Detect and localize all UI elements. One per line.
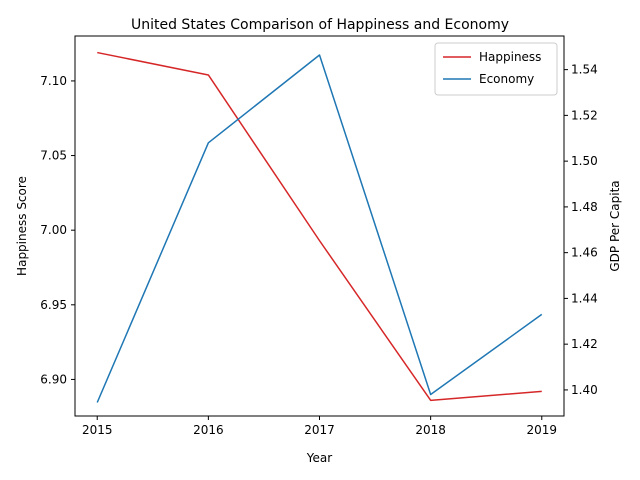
legend-label-economy: Economy [479,72,534,86]
y-right-tick-label: 1.50 [571,154,598,168]
y-right-tick-label: 1.48 [571,200,598,214]
y-right-tick-label: 1.46 [571,246,598,260]
legend-box [434,42,558,96]
x-axis-label: Year [306,451,332,465]
y-left-tick-label: 7.00 [40,223,67,237]
x-tick-label: 2018 [415,423,446,437]
y-right-tick-label: 1.44 [571,291,598,305]
y-right-tick-label: 1.52 [571,108,598,122]
y-left-tick-label: 7.10 [40,74,67,88]
x-tick-label: 2016 [193,423,224,437]
y-right-tick-label: 1.54 [571,63,598,77]
x-tick-label: 2019 [526,423,557,437]
y-axis-left-ticks: 6.90 6.95 7.00 7.05 7.10 [40,74,75,386]
y-left-tick-label: 7.05 [40,149,67,163]
series-line-economy [96,54,543,403]
x-tick-label: 2017 [304,423,335,437]
y-left-tick-label: 6.90 [40,372,67,386]
y-axis-left-label: Happiness Score [15,176,29,276]
legend-label-happiness: Happiness [479,50,541,64]
y-axis-right-label: GDP Per Capita [608,180,622,271]
x-axis-ticks: 2015 2016 2017 2018 2019 [82,416,557,437]
y-right-tick-label: 1.42 [571,337,598,351]
chart-title: United States Comparison of Happiness an… [131,17,509,33]
x-tick-label: 2015 [82,423,113,437]
plot-lines [96,51,543,403]
y-axis-right-ticks: 1.40 1.42 1.44 1.46 1.48 1.50 1.52 1.54 [564,63,598,397]
y-right-tick-label: 1.40 [571,383,598,397]
legend: Happiness Economy [434,42,558,96]
series-line-happiness [97,51,542,402]
y-left-tick-label: 6.95 [40,298,67,312]
